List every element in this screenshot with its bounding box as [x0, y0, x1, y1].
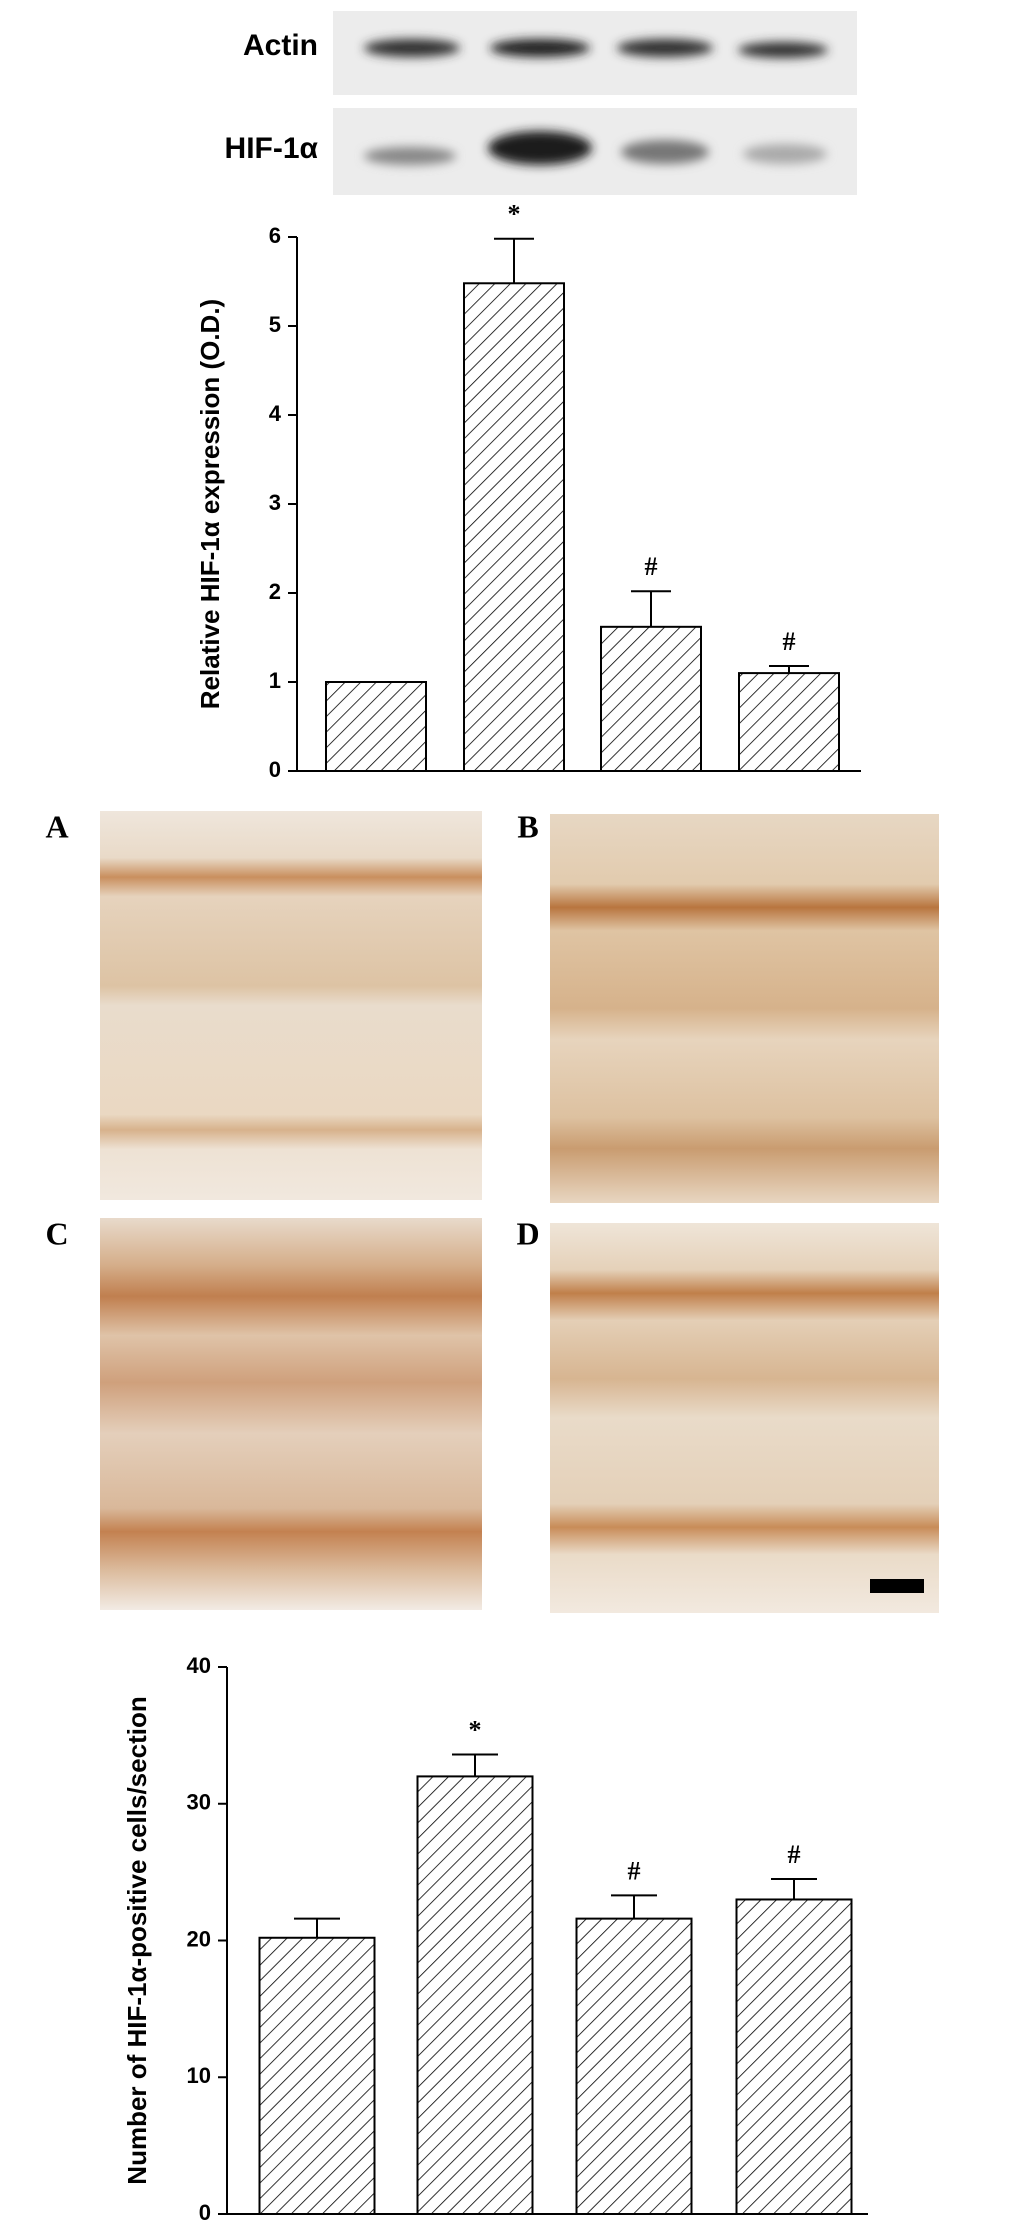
y-tick-label: 20 [187, 1926, 211, 1951]
bar [325, 681, 427, 772]
y-tick-label: 40 [187, 1653, 211, 1678]
error-bar [294, 1917, 340, 1938]
y-tick-label: 0 [269, 757, 281, 782]
y-tick-label: 6 [269, 223, 281, 248]
error-bar [452, 1753, 498, 1777]
error-bar [771, 1877, 817, 1900]
bar [258, 1936, 376, 2215]
y-tick-label: 5 [269, 312, 281, 337]
error-bar [631, 590, 671, 627]
bar [463, 282, 565, 772]
y-axis-label: Number of HIF-1α-positive cells/section [122, 1696, 152, 2184]
blot-label: Actin [243, 29, 318, 62]
significance-marker: # [628, 1856, 641, 1885]
scale-bar [870, 1579, 924, 1593]
panel-letter: D [516, 1215, 539, 1251]
error-bar [611, 1894, 657, 1919]
significance-marker: # [788, 1840, 801, 1869]
panel-letter: C [45, 1215, 68, 1251]
significance-marker: # [783, 627, 796, 656]
bar [738, 672, 840, 772]
y-tick-label: 4 [269, 401, 282, 426]
panel-letter: A [45, 808, 68, 844]
micrograph [100, 811, 482, 1200]
significance-marker: * [469, 1715, 482, 1744]
micrograph [550, 1223, 939, 1613]
panel-letter: B [517, 808, 538, 844]
y-tick-label: 10 [187, 2063, 211, 2088]
micrograph [550, 814, 939, 1203]
significance-marker: # [645, 552, 658, 581]
y-axis-label: Relative HIF-1α expression (O.D.) [195, 299, 225, 709]
y-tick-label: 0 [199, 2200, 211, 2225]
bar [600, 625, 702, 772]
significance-marker: * [508, 200, 521, 229]
y-tick-label: 2 [269, 579, 281, 604]
micrograph [100, 1218, 482, 1610]
error-bar [494, 237, 534, 284]
y-tick-label: 1 [269, 668, 281, 693]
blot-bands [364, 39, 828, 165]
bar [416, 1775, 534, 2216]
bar [575, 1917, 693, 2215]
y-tick-label: 3 [269, 490, 281, 515]
error-bar [769, 664, 809, 674]
bar [735, 1898, 853, 2215]
y-tick-label: 30 [187, 1790, 211, 1815]
blot-label: HIF-1α [225, 132, 319, 165]
